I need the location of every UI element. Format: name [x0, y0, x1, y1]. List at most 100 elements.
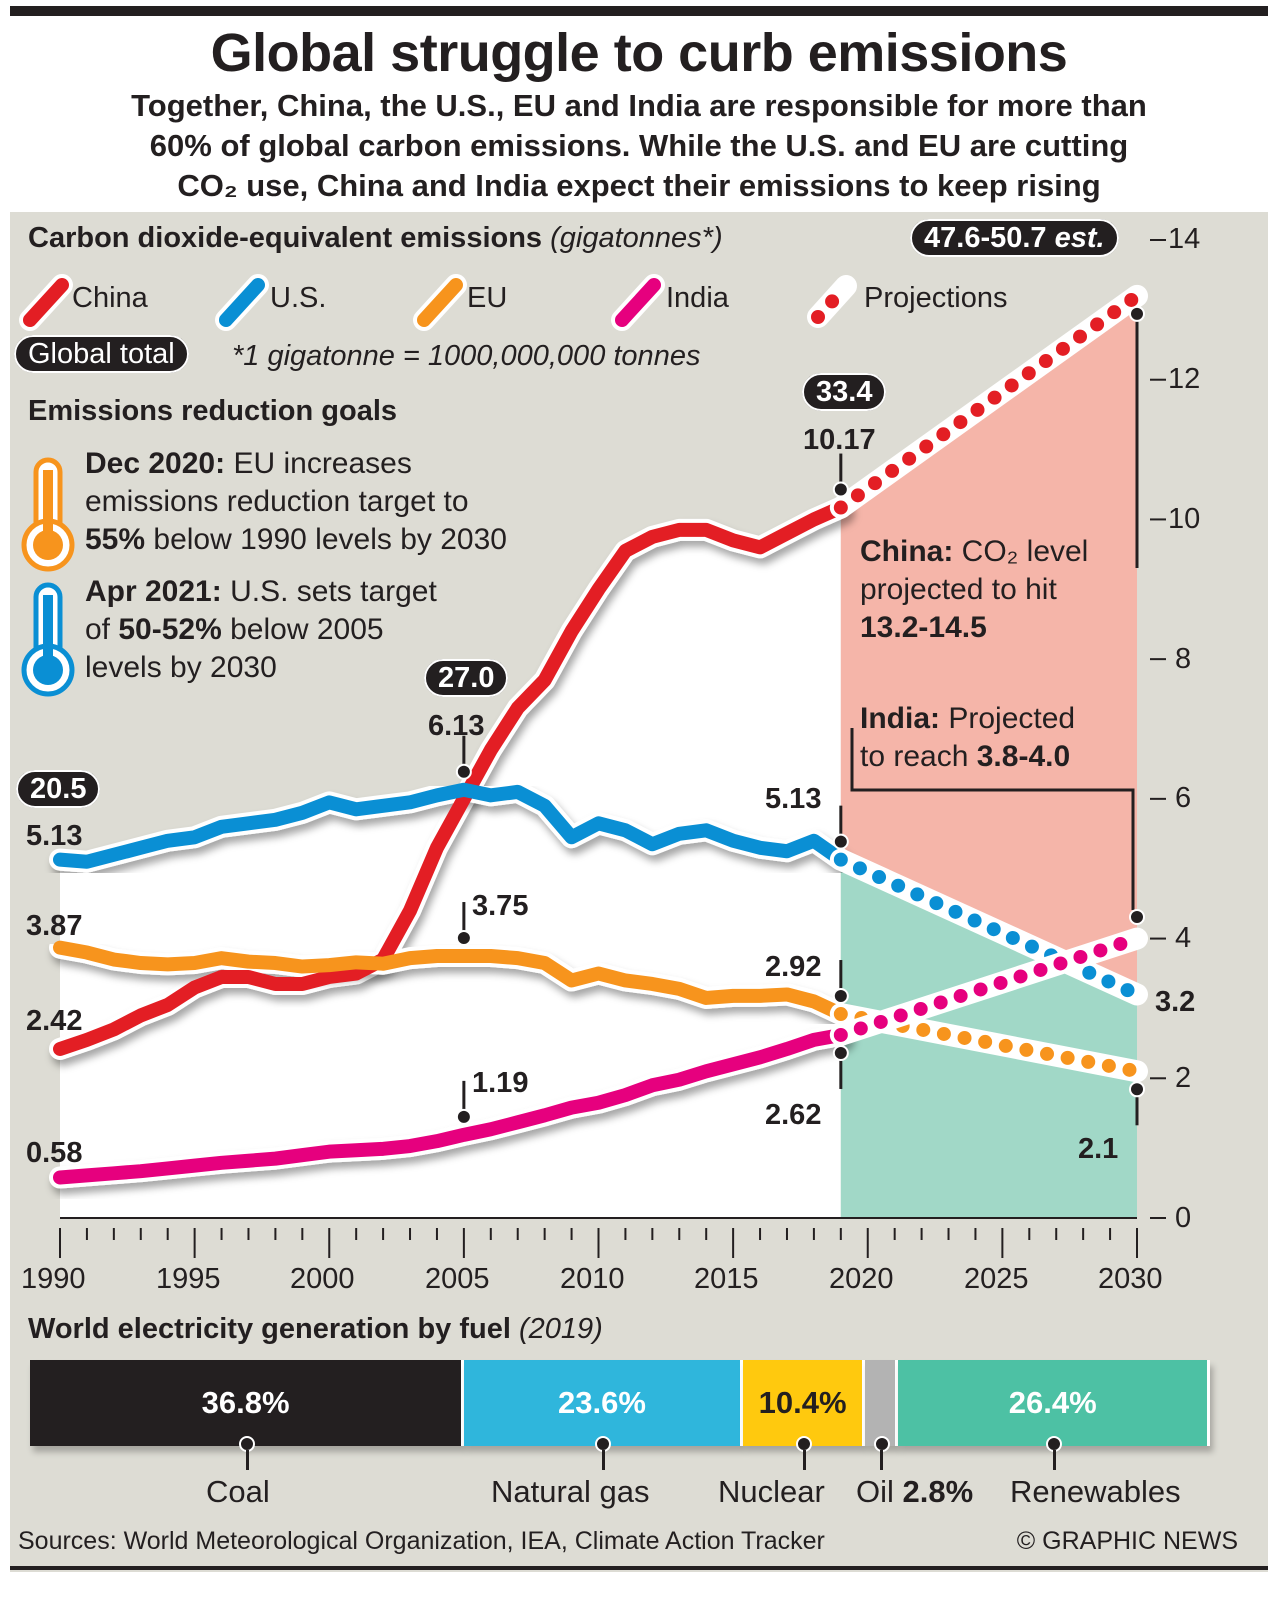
label-china-2019: 10.17: [803, 424, 876, 456]
y-tick: 12: [1168, 363, 1201, 395]
pointer-dot: [832, 833, 849, 850]
legend-swatch-U.S.: [219, 278, 265, 327]
label-eu-2019: 2.92: [765, 951, 822, 983]
x-tick: 2000: [290, 1263, 355, 1295]
label-india-2019: 2.62: [765, 1099, 822, 1131]
india-note-connector: [850, 728, 1135, 910]
legend-india: India: [666, 282, 729, 314]
subtitle-line-1: Together, China, the U.S., EU and India …: [131, 88, 1147, 123]
pointer-dot: [832, 1044, 849, 1061]
fuel-chart-title: World electricity generation by fuel (20…: [28, 1313, 603, 1345]
global-total-2030: 47.6-50.7 est.: [910, 219, 1119, 257]
y-tick: 14: [1168, 223, 1201, 255]
fuel-pointer-line: [802, 1450, 806, 1470]
x-tick: 2020: [829, 1263, 894, 1295]
fuel-label-renewables: Renewables: [1010, 1474, 1181, 1509]
top-rule: [10, 6, 1268, 16]
credit: © GRAPHIC NEWS: [1016, 1527, 1238, 1555]
pointer-dot: [832, 988, 849, 1005]
global-total-legend: Global total: [14, 335, 189, 373]
fuel-pointer-line: [880, 1450, 884, 1470]
fuel-pointer-line: [245, 1450, 249, 1470]
fuel-segment-natural-gas: 23.6%: [464, 1360, 743, 1446]
footnote: *1 gigatonne = 1000,000,000 tonnes: [232, 340, 701, 372]
projection-halo-India: [829, 927, 1148, 1046]
legend-projections: Projections: [864, 282, 1008, 314]
label-us-1990: 5.13: [26, 820, 83, 852]
series-line-India: [53, 1027, 848, 1185]
goal-us: Apr 2021: U.S. sets target of 50-52% bel…: [85, 575, 437, 684]
fuel-label-nuclear: Nuclear: [718, 1474, 825, 1509]
china-projection-note: China: CO₂ level projected to hit 13.2-1…: [860, 535, 1089, 644]
plot-area-background: [60, 507, 841, 1218]
series-line-U.S.: [53, 782, 848, 869]
subtitle-line-2: 60% of global carbon emissions. While th…: [149, 128, 1129, 163]
fuel-value-label: 23.6%: [558, 1385, 646, 1420]
thermometer-icon-fill: [33, 530, 63, 560]
page-title: Global struggle to curb emissions: [210, 23, 1068, 83]
pointer-dot: [455, 930, 472, 947]
bottom-rule: [10, 1566, 1268, 1570]
legend-swatch-China: [23, 278, 69, 327]
label-eu-2030: 2.1: [1078, 1133, 1119, 1165]
fuel-pointer-line: [601, 1450, 605, 1470]
fuel-segment-nuclear: 10.4%: [742, 1360, 866, 1446]
series-line-China: [53, 500, 848, 1056]
india-projection-note: India: Projected to reach 3.8-4.0: [860, 702, 1076, 773]
fuel-segment-coal: 36.8%: [30, 1360, 465, 1446]
y-tick: 8: [1175, 643, 1192, 675]
goal-eu: Dec 2020: EU increases emissions reducti…: [85, 447, 507, 556]
fuel-label-gas: Natural gas: [491, 1474, 650, 1509]
fuel-value-label: 10.4%: [758, 1385, 847, 1420]
sources: Sources: World Meteorological Organizati…: [18, 1527, 825, 1555]
fuel-label-coal: Coal: [206, 1474, 270, 1509]
goals-heading: Emissions reduction goals: [28, 395, 398, 427]
thermometer-icon-stem: [43, 595, 53, 665]
label-us-2005: 6.13: [428, 710, 485, 742]
x-tick: 2015: [694, 1263, 759, 1295]
pointer-dot: [1129, 1081, 1145, 1098]
x-tick: 2025: [964, 1263, 1029, 1295]
projection-line-EU: [833, 1007, 1144, 1079]
thermometer-icon-fill: [33, 655, 63, 685]
label-india-1990: 0.58: [26, 1137, 83, 1169]
projection-line-U.S.: [833, 852, 1144, 1002]
fuel-value-label: 26.4%: [1008, 1385, 1097, 1420]
y-tick: 6: [1175, 782, 1192, 814]
subtitle-line-3: CO₂ use, China and India expect their em…: [177, 168, 1101, 203]
fuel-value-label: 36.8%: [201, 1385, 290, 1420]
y-tick: 0: [1175, 1202, 1192, 1234]
x-tick: 1995: [156, 1263, 221, 1295]
label-china-1990: 2.42: [26, 1005, 83, 1037]
series-line-EU: [53, 940, 848, 1022]
global-total-1990: 20.5: [16, 770, 101, 808]
fuel-label-oil: Oil 2.8%: [856, 1474, 974, 1509]
projection-line-China: [833, 288, 1144, 515]
y-tick: 2: [1175, 1062, 1192, 1094]
label-india-2005: 1.19: [472, 1067, 529, 1099]
thermometer-icon-stem: [43, 470, 53, 540]
chart-title: Carbon dioxide-equivalent emissions (gig…: [28, 222, 723, 254]
y-tick: 10: [1168, 503, 1201, 535]
pointer-dot: [1129, 305, 1145, 322]
pointer-dot: [832, 481, 849, 498]
x-tick: 1990: [21, 1263, 86, 1295]
x-tick: 2005: [425, 1263, 490, 1295]
label-eu-2005: 3.75: [472, 890, 529, 922]
y-tick: 4: [1175, 922, 1192, 954]
legend-us: U.S.: [270, 282, 327, 314]
legend-eu: EU: [467, 282, 508, 314]
legend-china: China: [72, 282, 148, 314]
fuel-segment-renewables: 26.4%: [898, 1360, 1210, 1446]
label-us-2030: 3.2: [1155, 986, 1196, 1018]
label-eu-1990: 3.87: [26, 910, 83, 942]
pointer-dot: [455, 1108, 472, 1125]
pointer-dot: [455, 763, 472, 780]
pointer-dot: [1129, 909, 1145, 925]
x-tick: 2010: [560, 1263, 625, 1295]
fuel-segment-oil: [865, 1360, 899, 1446]
label-us-2019: 5.13: [765, 783, 822, 815]
global-total-2019: 33.4: [802, 373, 887, 411]
projection-shade-upper: [840, 295, 1137, 995]
